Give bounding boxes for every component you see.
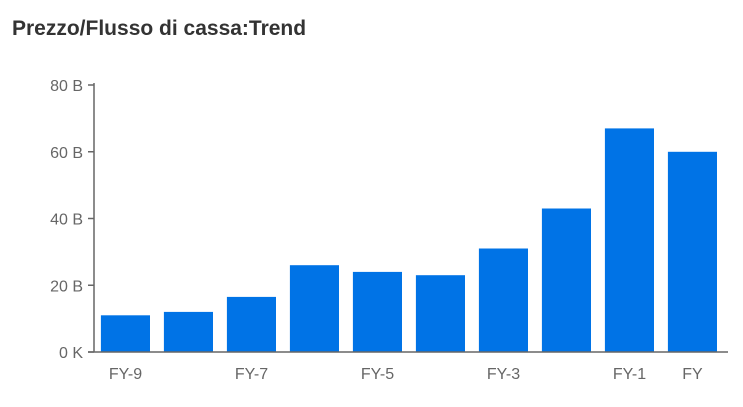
- x-tick-label: FY-9: [109, 366, 142, 383]
- y-tick-label: 60 B: [50, 145, 83, 162]
- bar-fy-1: [604, 128, 654, 352]
- x-tick-label: FY-5: [361, 366, 394, 383]
- bar-fy-8: [163, 311, 213, 352]
- bar-fy-5: [352, 271, 402, 352]
- x-tick-label: FY-1: [613, 366, 646, 383]
- bars-group: [100, 128, 717, 353]
- bar-fy-9: [100, 315, 150, 352]
- x-tick-label: FY-7: [235, 366, 268, 383]
- y-tick-label: 80 B: [50, 78, 83, 95]
- bar-fy: [667, 151, 717, 353]
- y-tick-label: 40 B: [50, 212, 83, 229]
- bar-fy-4: [415, 275, 465, 352]
- y-tick-labels: 0 K 20 B 40 B 60 B 80 B: [50, 78, 83, 362]
- bar-fy-6: [289, 265, 339, 352]
- y-tick-label: 20 B: [50, 278, 83, 295]
- y-tick-label: 0 K: [59, 345, 83, 362]
- bar-fy-2: [541, 208, 591, 352]
- x-tick-label: FY-3: [487, 366, 520, 383]
- bar-fy-3: [478, 248, 528, 352]
- bar-fy-7: [226, 296, 276, 352]
- x-tick-label: FY: [682, 366, 703, 383]
- axes-group: [88, 83, 728, 353]
- chart-title: Prezzo/Flusso di cassa:Trend: [12, 17, 307, 40]
- x-tick-labels: FY-9 FY-7 FY-5 FY-3 FY-1 FY: [109, 366, 703, 383]
